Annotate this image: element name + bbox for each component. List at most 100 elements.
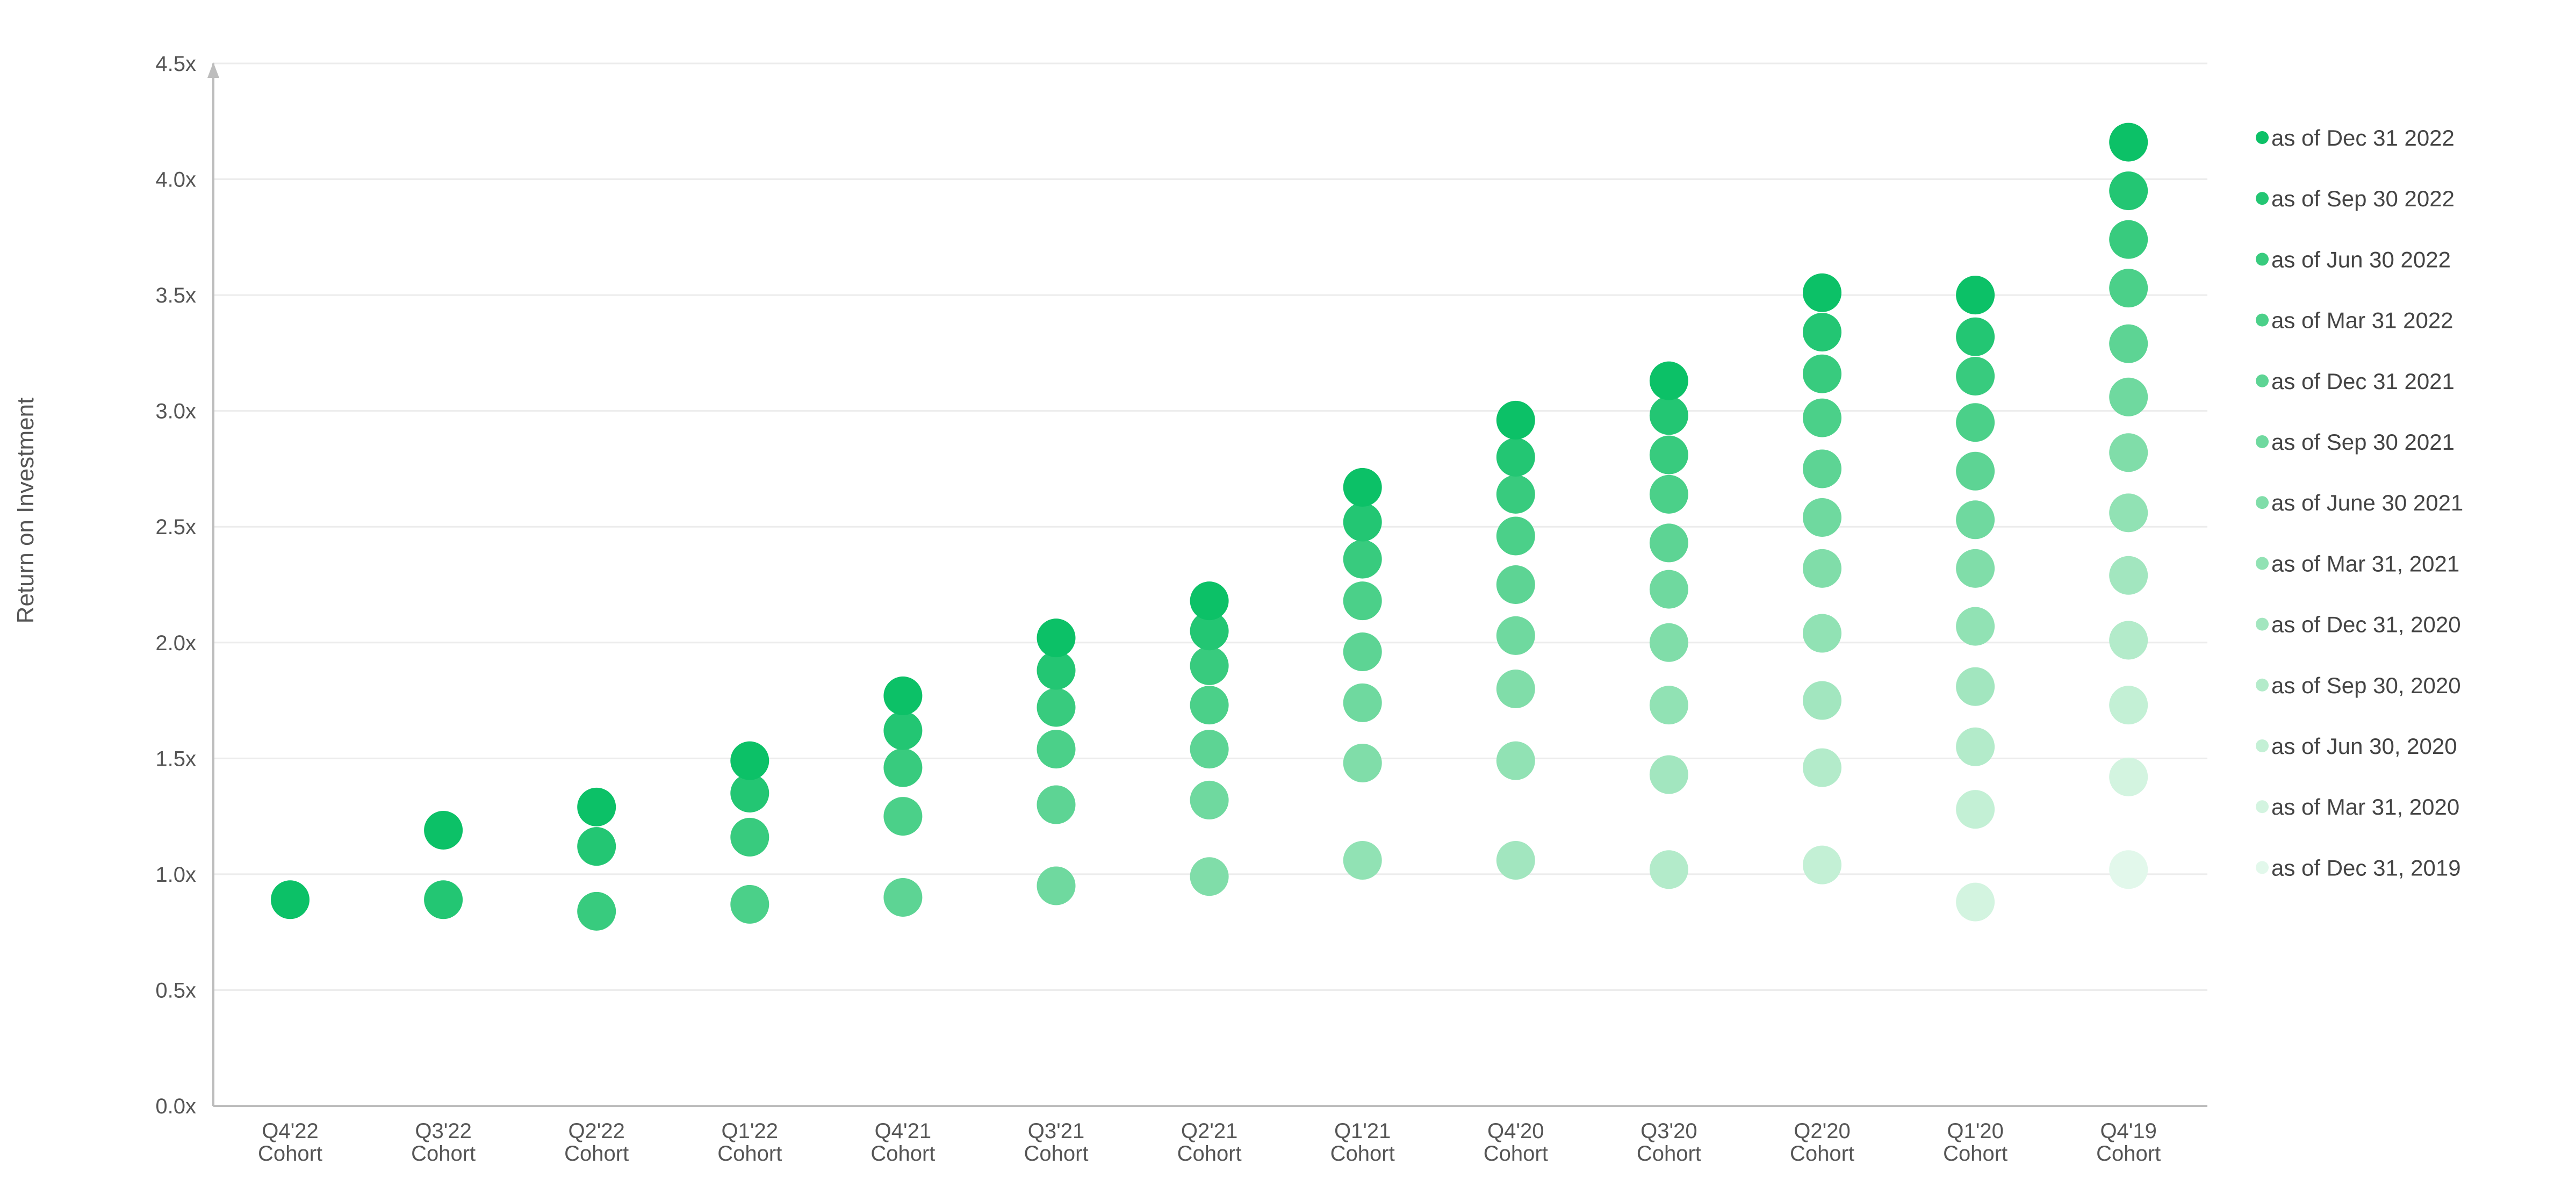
legend-label: as of Dec 31, 2019	[2271, 855, 2461, 880]
data-point	[730, 817, 769, 857]
data-point	[1343, 467, 1382, 507]
data-point	[1496, 474, 1535, 514]
data-point	[1649, 396, 1688, 435]
data-point	[1343, 632, 1382, 672]
data-point	[1343, 540, 1382, 579]
x-tick-label-line2: Cohort	[717, 1142, 782, 1166]
data-point	[1649, 850, 1688, 889]
x-tick-label-line2: Cohort	[258, 1142, 322, 1166]
data-point	[1343, 841, 1382, 880]
y-tick-label: 4.5x	[155, 52, 196, 76]
data-point	[2109, 433, 2148, 472]
data-point	[730, 884, 769, 924]
legend-label: as of June 30 2021	[2271, 490, 2463, 515]
y-tick-label: 2.5x	[155, 515, 196, 539]
data-point	[1037, 651, 1076, 690]
x-tick-label-line2: Cohort	[1330, 1142, 1395, 1166]
legend-marker	[2256, 131, 2269, 144]
data-point	[1803, 398, 1841, 437]
data-point	[1190, 780, 1229, 819]
legend-marker	[2256, 739, 2269, 752]
data-point	[1956, 451, 1995, 491]
data-point	[1496, 841, 1535, 880]
x-tick-label-line1: Q4'22	[262, 1119, 319, 1143]
data-point	[1037, 866, 1076, 905]
x-tick-label-line1: Q3'22	[415, 1119, 472, 1143]
data-point	[1343, 581, 1382, 621]
legend-marker	[2256, 192, 2269, 205]
legend-label: as of Jun 30 2022	[2271, 247, 2451, 272]
data-point	[1649, 623, 1688, 662]
data-point	[424, 880, 463, 919]
legend-label: as of Mar 31, 2021	[2271, 551, 2459, 576]
data-point	[271, 880, 310, 919]
legend-label: as of Mar 31 2022	[2271, 308, 2453, 333]
legend-item: as of Sep 30 2022	[2256, 186, 2455, 211]
x-tick-label-line2: Cohort	[2096, 1142, 2161, 1166]
x-tick-label-line1: Q4'21	[875, 1119, 932, 1143]
y-tick-label: 2.0x	[155, 631, 196, 655]
legend-item: as of Dec 31, 2020	[2256, 612, 2461, 637]
data-point	[1037, 688, 1076, 727]
data-point	[1649, 435, 1688, 474]
data-point	[577, 787, 616, 826]
data-point	[1649, 570, 1688, 609]
data-point	[1496, 616, 1535, 655]
x-tick-label-line2: Cohort	[564, 1142, 629, 1166]
data-point	[424, 810, 463, 850]
x-tick-label-line1: Q3'21	[1028, 1119, 1085, 1143]
legend-marker	[2256, 374, 2269, 387]
data-point	[1803, 748, 1841, 787]
y-axis-arrow	[207, 62, 219, 78]
data-point	[1649, 474, 1688, 514]
x-tick-label-line1: Q2'22	[568, 1119, 625, 1143]
data-point	[1190, 646, 1229, 685]
x-tick-labels: Q4'22CohortQ3'22CohortQ2'22CohortQ1'22Co…	[258, 1119, 2161, 1166]
data-point	[1956, 500, 1995, 540]
x-tick-label-line2: Cohort	[1177, 1142, 1242, 1166]
legend-label: as of Sep 30, 2020	[2271, 673, 2461, 698]
data-point	[1343, 683, 1382, 722]
data-point	[883, 711, 923, 750]
legend-item: as of Sep 30 2021	[2256, 429, 2455, 455]
legend-marker	[2256, 800, 2269, 814]
data-point	[2109, 123, 2148, 162]
data-point	[883, 797, 923, 836]
data-point	[1496, 565, 1535, 604]
legend-item: as of Mar 31, 2021	[2256, 551, 2459, 576]
legend-item: as of Dec 31 2021	[2256, 369, 2455, 394]
data-point	[1037, 730, 1076, 769]
data-point	[1956, 403, 1995, 442]
data-point	[1190, 612, 1229, 651]
axes	[207, 62, 2207, 1107]
x-tick-label-line2: Cohort	[870, 1142, 935, 1166]
x-tick-label-line2: Cohort	[1484, 1142, 1548, 1166]
x-tick-label-line2: Cohort	[1024, 1142, 1088, 1166]
data-point	[1649, 686, 1688, 725]
x-tick-label-line1: Q2'20	[1794, 1119, 1851, 1143]
legend-marker	[2256, 435, 2269, 448]
data-point	[1037, 618, 1076, 658]
data-point	[1956, 607, 1995, 646]
legend-label: as of Mar 31, 2020	[2271, 794, 2459, 819]
data-point	[1956, 790, 1995, 829]
legend-item: as of Jun 30, 2020	[2256, 733, 2457, 759]
data-point	[1803, 549, 1841, 588]
data-point	[1803, 449, 1841, 488]
data-point	[1956, 727, 1995, 766]
legend-label: as of Dec 31, 2020	[2271, 612, 2461, 637]
data-point	[883, 748, 923, 787]
data-point	[1496, 741, 1535, 780]
legend-marker	[2256, 496, 2269, 509]
